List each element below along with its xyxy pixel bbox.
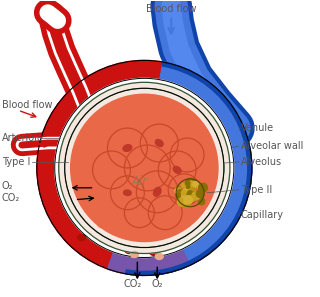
Ellipse shape (100, 139, 108, 145)
Text: O₂: O₂ (2, 181, 13, 191)
Circle shape (184, 200, 190, 206)
Circle shape (179, 199, 186, 206)
Circle shape (193, 181, 198, 187)
Circle shape (199, 192, 204, 197)
Circle shape (196, 190, 204, 198)
Circle shape (175, 188, 180, 194)
Circle shape (59, 82, 230, 254)
Text: CO₂: CO₂ (123, 279, 141, 289)
Ellipse shape (155, 140, 163, 146)
Circle shape (183, 188, 190, 196)
Circle shape (37, 60, 252, 275)
Circle shape (189, 196, 195, 202)
Circle shape (187, 181, 195, 189)
Ellipse shape (123, 145, 132, 151)
Circle shape (198, 184, 204, 190)
Circle shape (177, 198, 185, 206)
Text: Capillary: Capillary (241, 210, 284, 220)
Ellipse shape (97, 147, 107, 153)
Ellipse shape (173, 166, 181, 173)
Circle shape (176, 193, 180, 198)
Ellipse shape (149, 247, 159, 255)
Circle shape (186, 185, 190, 189)
Ellipse shape (96, 185, 103, 191)
Circle shape (181, 190, 186, 195)
Circle shape (191, 184, 195, 187)
Circle shape (192, 192, 200, 200)
Circle shape (187, 190, 196, 199)
Circle shape (178, 190, 182, 194)
Circle shape (184, 199, 189, 204)
Text: Arteriole: Arteriole (2, 133, 44, 143)
Text: CO₂: CO₂ (2, 193, 20, 203)
Circle shape (176, 186, 181, 192)
Circle shape (189, 189, 192, 192)
Circle shape (181, 183, 186, 188)
Ellipse shape (155, 254, 163, 260)
Circle shape (183, 199, 191, 207)
Text: O₂: O₂ (151, 279, 163, 289)
Circle shape (177, 194, 182, 200)
Circle shape (184, 196, 192, 204)
Circle shape (192, 187, 195, 191)
Wedge shape (108, 246, 190, 275)
Circle shape (185, 181, 190, 186)
Circle shape (186, 178, 194, 187)
Wedge shape (126, 62, 252, 275)
Ellipse shape (130, 252, 138, 257)
Ellipse shape (98, 222, 106, 228)
Circle shape (55, 78, 234, 257)
Text: Blood flow: Blood flow (2, 100, 52, 110)
Wedge shape (126, 62, 252, 275)
Ellipse shape (124, 190, 131, 195)
Text: Type II: Type II (241, 185, 272, 195)
Ellipse shape (124, 246, 134, 254)
Text: Venule: Venule (241, 123, 274, 133)
Circle shape (199, 183, 207, 192)
Circle shape (179, 196, 185, 201)
Ellipse shape (154, 187, 161, 196)
Circle shape (182, 191, 188, 196)
Circle shape (198, 198, 205, 205)
Text: Alveolar wall: Alveolar wall (241, 141, 303, 151)
Circle shape (179, 194, 186, 201)
Ellipse shape (73, 207, 83, 213)
Text: Alveolus: Alveolus (241, 157, 282, 167)
Ellipse shape (78, 235, 85, 241)
Circle shape (71, 94, 218, 241)
Text: Type I: Type I (2, 157, 30, 167)
Circle shape (177, 188, 181, 192)
Circle shape (188, 178, 196, 187)
Text: Blood flow: Blood flow (146, 4, 196, 14)
Text: Air: Air (131, 175, 148, 188)
Ellipse shape (75, 178, 84, 186)
Ellipse shape (72, 148, 84, 156)
